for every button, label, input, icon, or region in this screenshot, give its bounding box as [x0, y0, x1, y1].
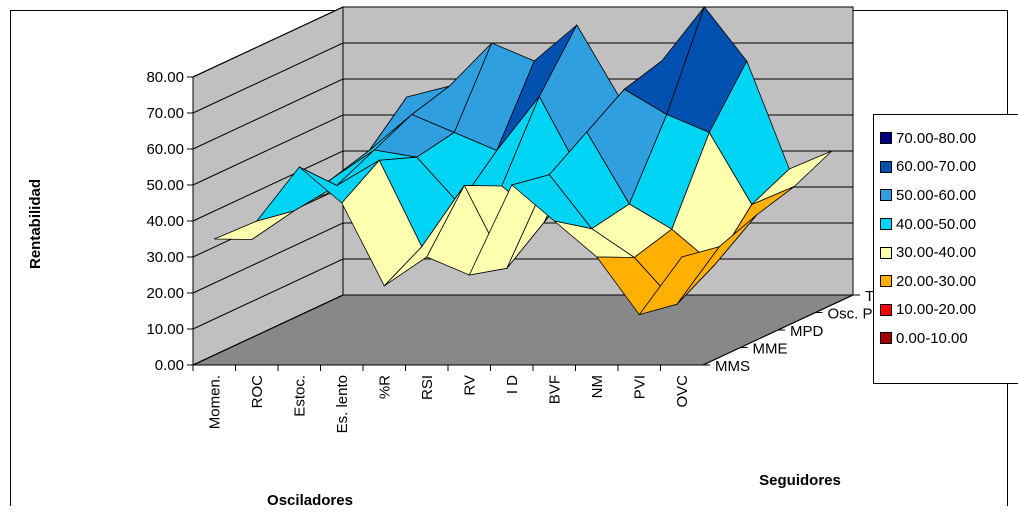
y-axis-title: Rentabilidad	[27, 179, 44, 269]
x-tick-label: %R	[376, 375, 393, 399]
x-tick-label: Es. lento	[334, 375, 351, 433]
legend-swatch	[880, 132, 892, 145]
legend-label: 30.00-40.00	[896, 244, 977, 262]
chart-axes	[187, 76, 860, 371]
x-tick-label: BVF	[546, 375, 563, 404]
y-tick-label: 0.00	[155, 357, 184, 374]
x-tick-label: RSI	[419, 375, 436, 400]
legend-label: 40.00-50.00	[896, 215, 977, 233]
legend-label: 60.00-70.00	[896, 158, 977, 176]
legend-item: 60.00-70.00	[880, 153, 1018, 182]
legend-item: 20.00-30.00	[880, 267, 1018, 296]
x-tick-label: Momen.	[206, 375, 223, 429]
z-tick-label: MMS	[715, 358, 750, 375]
legend-swatch	[880, 189, 892, 202]
y-tick-label: 20.00	[146, 285, 184, 302]
y-tick-label: 30.00	[146, 249, 184, 266]
legend-swatch	[880, 246, 892, 259]
legend-label: 0.00-10.00	[896, 329, 968, 347]
legend-label: 70.00-80.00	[896, 129, 977, 147]
legend-label: 10.00-20.00	[896, 301, 977, 319]
x-tick-label: ROC	[249, 375, 266, 409]
legend-item: 30.00-40.00	[880, 238, 1018, 267]
z-tick-label: Osc. P	[828, 306, 873, 323]
chart-legend: 70.00-80.00 60.00-70.00 50.00-60.00 40.00-5…	[873, 114, 1018, 384]
y-tick-label: 40.00	[146, 213, 184, 230]
legend-item: 50.00-60.00	[880, 181, 1018, 210]
legend-swatch	[880, 332, 892, 345]
y-tick-label: 60.00	[146, 141, 184, 158]
x-tick-label: I D	[504, 375, 521, 394]
y-tick-label: 50.00	[146, 177, 184, 194]
z-tick-label: MPD	[790, 323, 824, 340]
z-axis-title: Seguidores	[759, 472, 841, 489]
legend-swatch	[880, 275, 892, 288]
x-axis-title: Osciladores	[267, 492, 353, 509]
legend-swatch	[880, 303, 892, 316]
legend-swatch	[880, 218, 892, 231]
x-tick-label: Estoc.	[291, 375, 308, 417]
surface-cell	[638, 246, 721, 316]
chart-labels: 0.00 10.00 20.00 30.00 40.00 50.00 60.00 70.00 8…	[27, 69, 899, 509]
y-tick-label: 80.00	[146, 69, 184, 86]
legend-item: 70.00-80.00	[880, 124, 1018, 153]
legend-item: 10.00-20.00	[880, 296, 1018, 325]
x-tick-label: RV	[461, 375, 478, 396]
x-tick-label: NM	[589, 375, 606, 398]
gridline	[192, 6, 853, 78]
x-tick-label: OVC	[674, 375, 691, 408]
surface-plot	[214, 6, 833, 316]
legend-label: 50.00-60.00	[896, 186, 977, 204]
z-tick-label: MME	[753, 341, 788, 358]
legend-item: 0.00-10.00	[880, 324, 1018, 353]
y-tick-label: 10.00	[146, 321, 184, 338]
legend-item: 40.00-50.00	[880, 210, 1018, 239]
legend-label: 20.00-30.00	[896, 272, 977, 290]
legend-swatch	[880, 160, 892, 173]
x-tick-label: PVI	[631, 375, 648, 399]
y-tick-label: 70.00	[146, 105, 184, 122]
